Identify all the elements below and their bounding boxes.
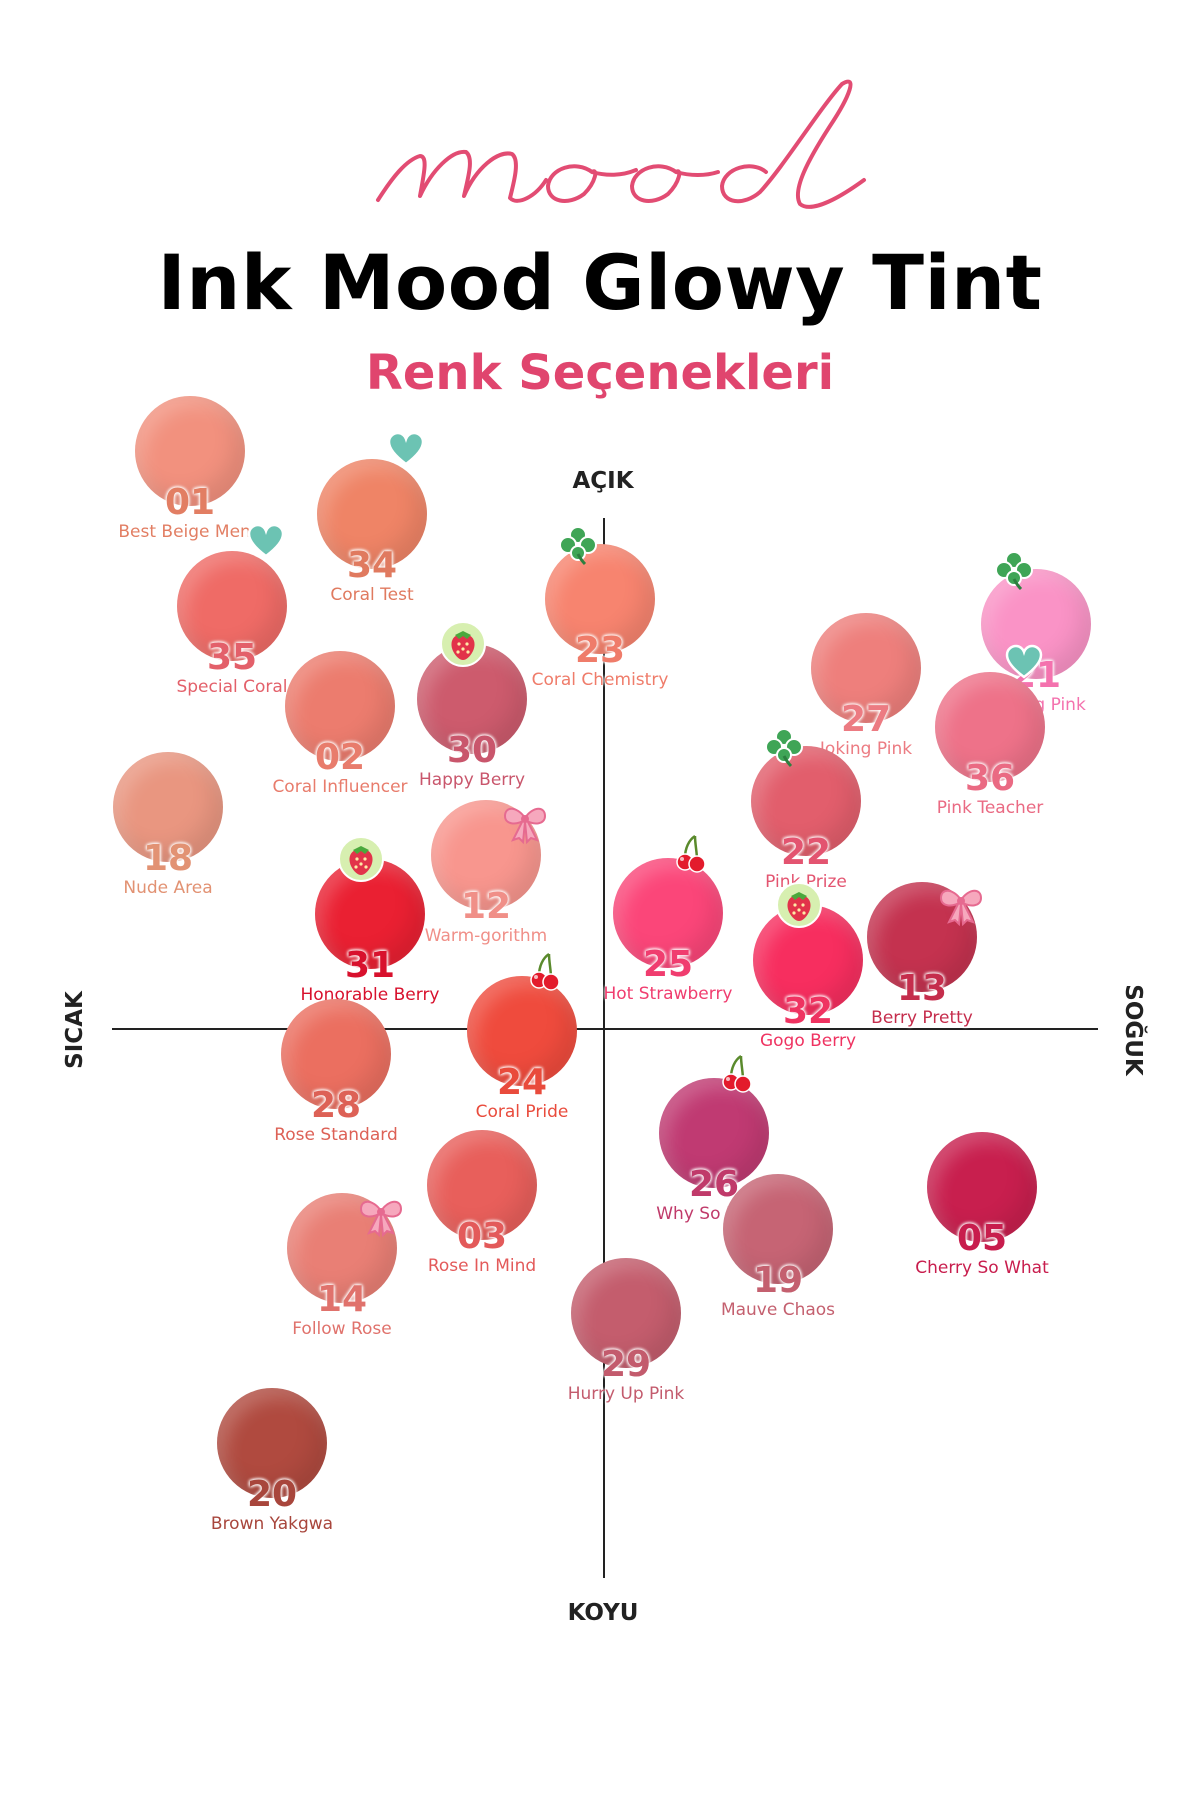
shade-number: 25 <box>642 944 694 985</box>
shade-name: Hurry Up Pink <box>567 1384 685 1404</box>
shade-number: 03 <box>456 1216 508 1257</box>
shade-number: 36 <box>964 758 1016 799</box>
vertical-axis-line <box>603 518 605 1578</box>
shade-35: 35 Special Coral <box>172 523 292 741</box>
shade-24: 24 Coral Pride <box>462 952 582 1166</box>
shade-05: 05 Cherry So What <box>915 1132 1049 1322</box>
shade-number: 22 <box>780 832 832 873</box>
shade-20: 20 Brown Yakgwa <box>211 1388 333 1578</box>
shade-number: 14 <box>316 1279 368 1320</box>
horizontal-axis-line <box>112 1028 1098 1030</box>
axis-label-cool: SOĞUK <box>1120 984 1146 1076</box>
shade-14: 14 Follow Rose <box>282 1193 403 1383</box>
shade-swatch <box>113 752 223 862</box>
shade-29: 29 Hurry Up Pink <box>566 1258 686 1448</box>
shade-name: Joking Pink <box>819 739 913 759</box>
shade-number: 13 <box>896 968 948 1009</box>
shade-number: 28 <box>310 1085 362 1126</box>
shade-name: Best Beige Menu <box>118 522 262 542</box>
shade-23: 23 Coral Chemistry <box>532 526 668 734</box>
shade-number: 02 <box>314 737 366 778</box>
shade-swatch <box>317 459 427 569</box>
shade-number: 23 <box>574 630 626 671</box>
shade-name: Coral Chemistry <box>531 670 669 690</box>
shade-name: Rose Standard <box>274 1125 398 1145</box>
axis-label-light: AÇIK <box>572 468 634 494</box>
shade-name: Happy Berry <box>418 770 526 790</box>
shade-name: Berry Pretty <box>871 1008 973 1028</box>
shade-13: 13 Berry Pretty <box>862 882 983 1072</box>
shade-number: 31 <box>344 945 396 986</box>
shade-name: Coral Test <box>330 585 414 605</box>
shade-swatch <box>751 746 861 856</box>
shade-swatch <box>545 544 655 654</box>
shade-name: Rose In Mind <box>427 1256 537 1276</box>
shade-swatch <box>613 858 723 968</box>
shade-name: Mauve Chaos <box>720 1300 836 1320</box>
page-subtitle: Renk Seçenekleri <box>365 345 835 401</box>
shade-34: 34 Coral Test <box>312 431 432 649</box>
shade-swatch <box>571 1258 681 1368</box>
shade-name: Coral Influencer <box>272 777 408 797</box>
shade-name: Nude Area <box>123 878 213 898</box>
shade-01: 01 Best Beige Menu <box>118 396 262 586</box>
shade-name: Cherry So What <box>915 1258 1049 1278</box>
shade-number: 27 <box>840 699 892 740</box>
axis-label-dark: KOYU <box>567 1600 639 1626</box>
shade-27: 27 Joking Pink <box>806 613 926 803</box>
shade-name: Warm-gorithm <box>424 926 548 946</box>
shade-36: 36 Pink Teacher <box>930 644 1050 862</box>
shade-number: 34 <box>346 545 398 586</box>
shade-swatch <box>467 976 577 1086</box>
shade-19: 19 Mauve Chaos <box>718 1174 838 1364</box>
shade-swatch <box>659 1078 769 1188</box>
shade-name: Pink Teacher <box>936 798 1044 818</box>
shade-03: 03 Rose In Mind <box>422 1130 542 1320</box>
shade-swatch <box>285 651 395 761</box>
shade-name: Hot Strawberry <box>603 984 733 1004</box>
shade-swatch <box>281 999 391 1109</box>
shade-swatch <box>927 1132 1037 1242</box>
shade-number: 12 <box>460 886 512 927</box>
shade-02: 02 Coral Influencer <box>272 651 408 841</box>
shade-name: Special Coral <box>176 677 288 697</box>
shade-number: 24 <box>496 1062 548 1103</box>
shade-number: 18 <box>142 838 194 879</box>
shade-number: 20 <box>246 1474 298 1515</box>
shade-28: 28 Rose Standard <box>274 999 398 1189</box>
shade-swatch <box>811 613 921 723</box>
shade-number: 35 <box>206 637 258 678</box>
shade-swatch <box>217 1388 327 1498</box>
shade-number: 19 <box>752 1260 804 1301</box>
shade-name: Brown Yakgwa <box>210 1514 334 1534</box>
shade-swatch <box>177 551 287 661</box>
shade-30: 30 Happy Berry <box>412 621 532 834</box>
shade-swatch <box>935 672 1045 782</box>
shade-number: 30 <box>446 730 498 771</box>
shade-number: 01 <box>164 482 216 523</box>
shade-number: 32 <box>782 991 834 1032</box>
mood-logo <box>376 79 866 209</box>
shade-swatch <box>135 396 245 506</box>
shade-number: 29 <box>600 1344 652 1385</box>
shade-swatch <box>427 1130 537 1240</box>
shade-18: 18 Nude Area <box>108 752 228 942</box>
shade-swatch <box>723 1174 833 1284</box>
shade-number: 26 <box>688 1164 740 1205</box>
axis-label-warm: SICAK <box>62 991 88 1069</box>
shade-number: 05 <box>956 1218 1008 1259</box>
page-title: Ink Mood Glowy Tint <box>157 238 1043 327</box>
shade-name: Coral Pride <box>475 1102 569 1122</box>
shade-name: Follow Rose <box>292 1319 392 1339</box>
shade-name: Gogo Berry <box>759 1031 857 1051</box>
